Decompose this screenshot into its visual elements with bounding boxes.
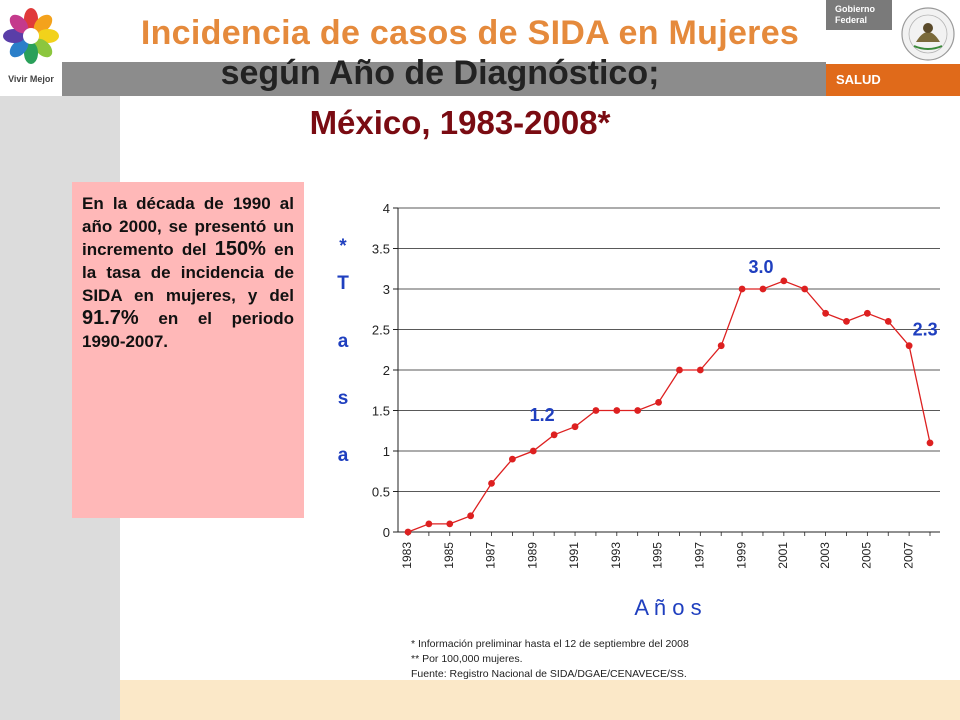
title-line-1: Incidencia de casos de SIDA en Mujeres	[140, 14, 800, 52]
data-point	[550, 431, 558, 439]
y-axis-label-letter: s	[338, 388, 349, 409]
summary-part-1: En la década de 1990 al año 2000, se pre…	[82, 194, 294, 259]
logo-caption: Vivir Mejor	[8, 74, 54, 84]
data-point	[509, 455, 516, 463]
data-point	[717, 342, 725, 350]
summary-pct-2: 91.7%	[82, 307, 139, 329]
data-point	[926, 439, 934, 447]
data-point	[529, 447, 537, 455]
y-tick-label: 4	[383, 201, 390, 216]
data-point	[780, 277, 788, 285]
data-point	[655, 399, 662, 406]
x-tick-label: 2005	[860, 542, 874, 569]
title-line-3: México, 1983-2008*	[309, 104, 611, 141]
y-tick-label: 0.5	[372, 485, 390, 500]
footnote-1: * Información preliminar hasta el 12 de …	[411, 638, 689, 650]
x-tick-label: 1987	[484, 542, 498, 569]
summary-part-3: en el periodo 1990-2007.	[82, 309, 294, 351]
x-tick-label: 2007	[901, 542, 915, 569]
y-tick-label: 1.5	[372, 404, 390, 419]
gov-line-1: Gobierno	[835, 4, 875, 14]
x-tick-label: 1997	[692, 542, 706, 569]
data-point	[446, 520, 454, 528]
data-point	[488, 480, 495, 487]
x-axis-label: A ñ o s	[634, 595, 701, 620]
data-point	[676, 366, 683, 374]
footnote-3: Fuente: Registro Nacional de SIDA/DGAE/C…	[411, 668, 687, 680]
data-point	[404, 528, 412, 536]
data-point	[905, 342, 913, 350]
vivir-mejor-logo: Vivir Mejor	[0, 0, 62, 96]
data-point	[425, 520, 433, 528]
y-axis-label-letter: a	[338, 445, 349, 466]
data-point	[843, 318, 850, 325]
y-axis-label-letter: *	[339, 236, 347, 257]
y-tick-label: 3.5	[372, 242, 390, 257]
data-point	[863, 309, 871, 317]
flower-logo-icon	[3, 8, 59, 64]
data-point	[613, 407, 621, 414]
x-tick-label: 1985	[442, 542, 456, 569]
data-point	[801, 285, 809, 293]
y-tick-label: 0	[383, 525, 390, 540]
data-point	[571, 423, 579, 431]
footnotes: * Información preliminar hasta el 12 de …	[411, 637, 689, 682]
data-label: 3.0	[748, 257, 773, 277]
data-point	[592, 407, 600, 414]
y-tick-label: 2.5	[372, 323, 390, 338]
x-tick-label: 1999	[734, 542, 748, 569]
summary-part-2: en la tasa de incidencia de SIDA en muje…	[82, 240, 294, 305]
y-tick-label: 3	[383, 282, 390, 297]
data-point	[738, 285, 746, 293]
data-point	[696, 366, 704, 374]
x-tick-label: 1989	[525, 542, 539, 569]
summary-pct-1: 150%	[214, 238, 266, 260]
data-point	[822, 309, 829, 317]
summary-textbox: En la década de 1990 al año 2000, se pre…	[72, 182, 304, 518]
data-label: 2.3	[913, 320, 938, 340]
x-tick-label: 1983	[400, 542, 414, 569]
series-line	[407, 280, 931, 533]
header-bar	[0, 0, 826, 96]
footnote-2: ** Por 100,000 mujeres.	[411, 653, 523, 665]
gov-line-2: Federal	[835, 15, 868, 25]
data-point	[884, 318, 892, 325]
data-point	[634, 407, 642, 414]
data-label: 1.2	[530, 405, 555, 425]
gov-panel	[826, 0, 892, 30]
y-tick-label: 1	[383, 444, 390, 459]
x-tick-label: 1991	[567, 542, 581, 569]
y-tick-label: 2	[383, 363, 390, 378]
x-tick-label: 2001	[776, 542, 790, 569]
eagle-seal-icon	[901, 7, 955, 61]
y-axis-label-letter: T	[337, 273, 349, 294]
data-point	[759, 285, 767, 293]
y-axis-label-letter: a	[338, 331, 349, 352]
x-tick-label: 1993	[609, 542, 623, 569]
salud-label: SALUD	[836, 72, 881, 87]
data-point	[467, 512, 475, 520]
salud-bar	[826, 64, 960, 96]
gov-label: Gobierno Federal	[835, 4, 875, 26]
title-line-2: según Año de Diagnóstico;	[220, 54, 660, 92]
bottom-decor-strip	[120, 680, 960, 720]
x-tick-label: 1995	[651, 542, 665, 569]
summary-paragraph: En la década de 1990 al año 2000, se pre…	[82, 192, 294, 353]
x-tick-label: 2003	[818, 542, 832, 569]
